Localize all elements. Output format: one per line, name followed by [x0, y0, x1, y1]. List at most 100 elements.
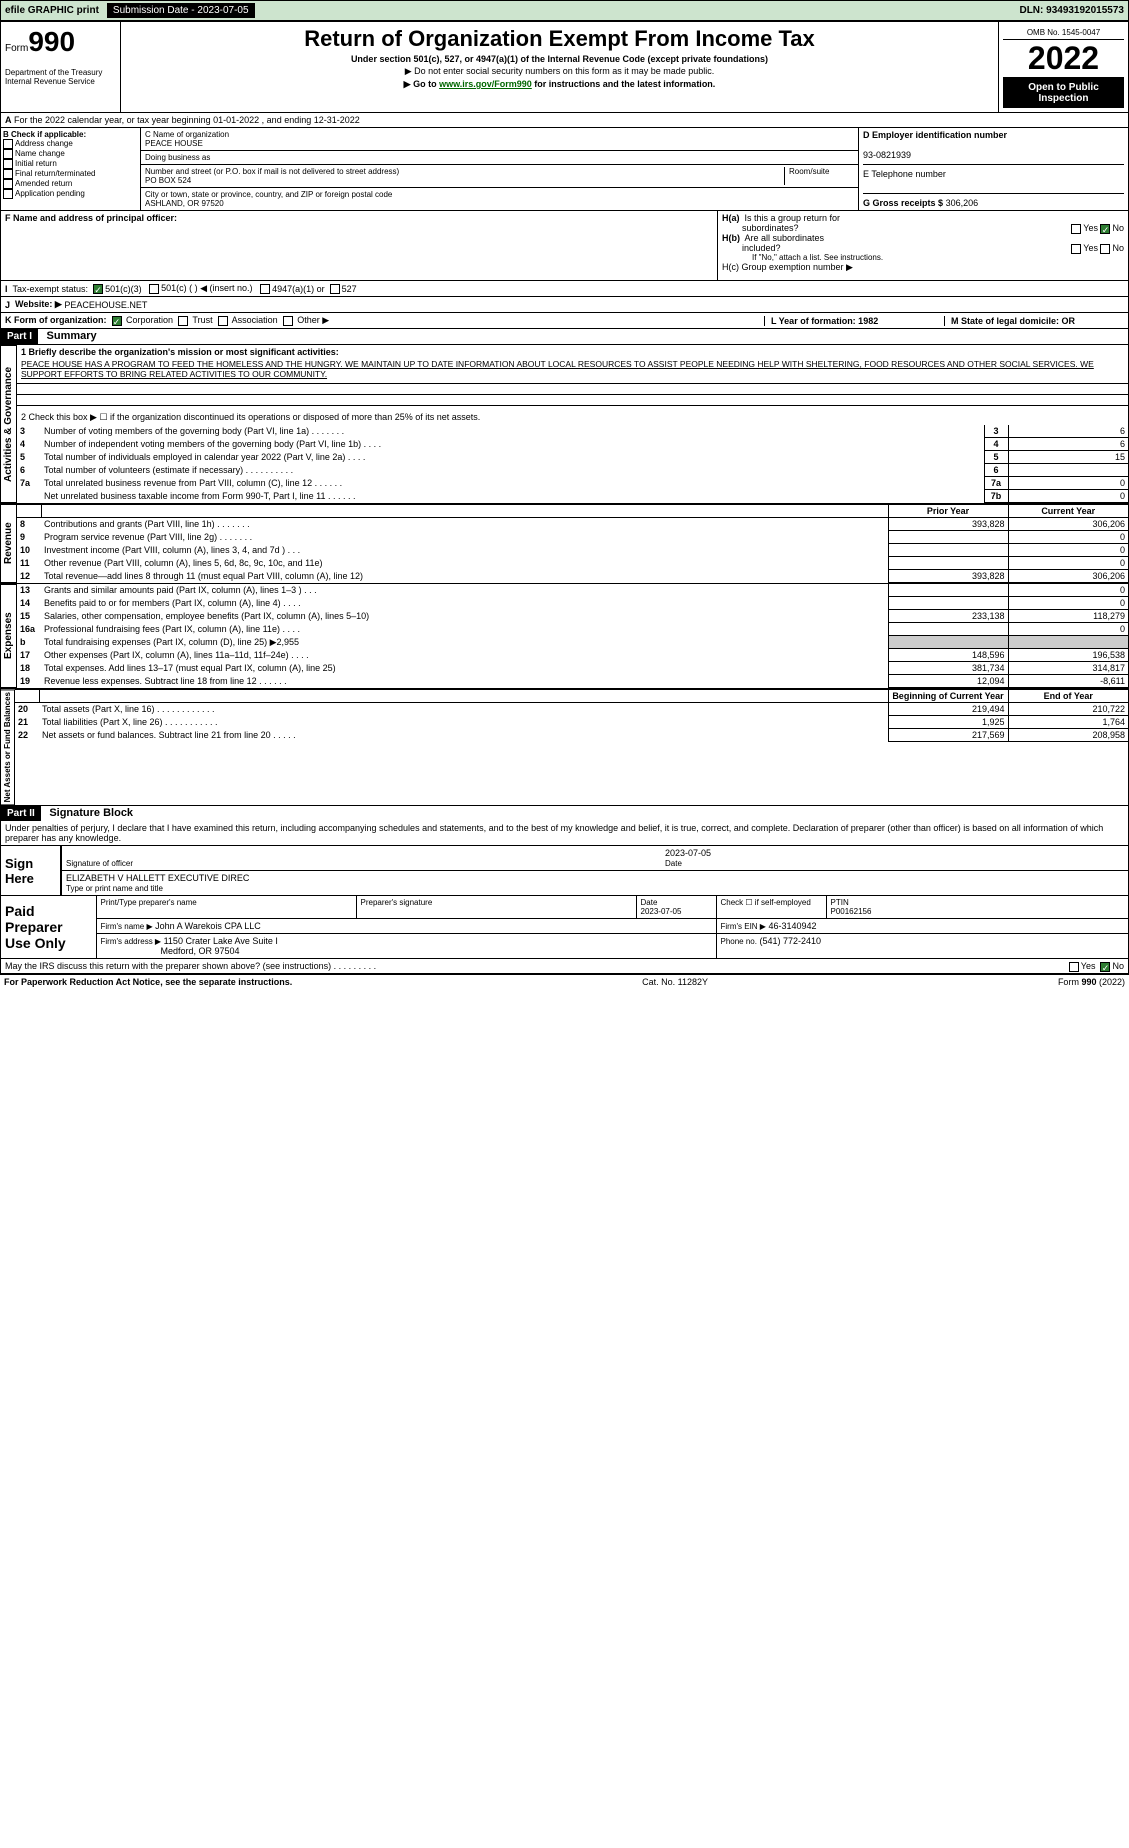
goto-link-line: ▶ Go to www.irs.gov/Form990 for instruct… — [125, 79, 994, 90]
block-b-header: B Check if applicable: — [3, 130, 86, 139]
room-label: Room/suite — [784, 167, 854, 185]
part-ii: Part II Signature Block Under penalties … — [0, 806, 1129, 846]
firm-ein-label: Firm's EIN ▶ — [721, 922, 766, 931]
k-corp: Corporation — [126, 315, 173, 325]
te-4947: 4947(a)(1) or — [272, 284, 325, 294]
hdr-beg: Beginning of Current Year — [888, 690, 1008, 703]
ptin-label: PTIN — [831, 898, 849, 907]
q1-label: 1 Briefly describe the organization's mi… — [21, 347, 339, 357]
officer-label: F Name and address of principal officer: — [5, 213, 177, 223]
calendar-year-line: A For the 2022 calendar year, or tax yea… — [0, 113, 1129, 128]
l-year: L Year of formation: 1982 — [771, 316, 878, 326]
te-501c: 501(c) ( ) ◀ (insert no.) — [161, 283, 252, 294]
firm-phone: (541) 772-2410 — [760, 936, 822, 946]
chk-name: Name change — [15, 149, 65, 158]
prep-name-label: Print/Type preparer's name — [96, 896, 356, 919]
k-label: K Form of organization: — [5, 315, 107, 325]
mission-text: PEACE HOUSE HAS A PROGRAM TO FEED THE HO… — [17, 359, 1128, 383]
signature-block: Sign Here Signature of officer 2023-07-0… — [0, 846, 1129, 974]
firm-ein: 46-3140942 — [768, 921, 816, 931]
website-value: PEACEHOUSE.NET — [64, 300, 147, 310]
side-governance: Activities & Governance — [1, 345, 17, 503]
hdr-curr: Current Year — [1008, 505, 1128, 518]
netassets-table: Beginning of Current YearEnd of Year 20T… — [15, 689, 1128, 742]
klm-row: K Form of organization: ✓ Corporation Tr… — [0, 313, 1129, 329]
hdr-prior: Prior Year — [888, 505, 1008, 518]
te-527: 527 — [342, 284, 357, 294]
form-subtitle: Under section 501(c), 527, or 4947(a)(1)… — [125, 54, 994, 64]
block-h: H(a) Is this a group return for subordin… — [718, 211, 1128, 280]
block-c: C Name of organizationPEACE HOUSE Doing … — [141, 128, 858, 210]
dln-label: DLN: 93493192015573 — [1019, 5, 1124, 16]
declaration-text: Under penalties of perjury, I declare th… — [1, 821, 1128, 845]
form-number: 990 — [28, 26, 75, 57]
firm-name: John A Warekois CPA LLC — [155, 921, 261, 931]
te-501c3: 501(c)(3) — [105, 284, 142, 294]
link-pre: ▶ Go to — [404, 79, 439, 89]
irs-link[interactable]: www.irs.gov/Form990 — [439, 79, 532, 89]
paperwork-notice: For Paperwork Reduction Act Notice, see … — [4, 977, 292, 987]
phone-label: E Telephone number — [863, 169, 946, 179]
revenue-table: Prior YearCurrent Year 8Contributions an… — [17, 504, 1128, 583]
part-i-title: Summary — [41, 330, 97, 342]
firm-city: Medford, OR 97504 — [161, 946, 240, 956]
gross-value: 306,206 — [946, 198, 979, 208]
block-deg: D Employer identification number93-08219… — [858, 128, 1128, 210]
ein-label: D Employer identification number — [863, 130, 1007, 140]
website-label: Website: ▶ — [15, 299, 62, 310]
department-label: Department of the Treasury Internal Reve… — [5, 68, 116, 86]
discuss-text: May the IRS discuss this return with the… — [5, 961, 376, 971]
ptin-value: P00162156 — [831, 907, 872, 916]
block-b: B Check if applicable: Address change Na… — [1, 128, 141, 210]
form-prefix: Form — [5, 43, 28, 54]
form-title: Return of Organization Exempt From Incom… — [125, 26, 994, 52]
tax-year: 2022 — [1003, 40, 1124, 78]
chk-pending: Application pending — [15, 189, 85, 198]
k-trust: Trust — [192, 315, 212, 325]
efile-label: efile GRAPHIC print — [5, 5, 99, 16]
block-fh: F Name and address of principal officer:… — [0, 211, 1129, 281]
k-other: Other ▶ — [297, 315, 329, 325]
gross-label: G Gross receipts $ — [863, 198, 943, 208]
part-ii-title: Signature Block — [43, 807, 133, 819]
addr-label: Number and street (or P.O. box if mail i… — [145, 167, 399, 176]
chk-final: Final return/terminated — [15, 169, 95, 178]
org-name-label: C Name of organization — [145, 130, 229, 139]
open-to-public: Open to Public Inspection — [1003, 78, 1124, 108]
hdr-end: End of Year — [1008, 690, 1128, 703]
expenses-table: 13Grants and similar amounts paid (Part … — [17, 584, 1128, 688]
submission-date-button[interactable]: Submission Date - 2023-07-05 — [107, 3, 255, 18]
self-emp-check: Check ☐ if self-employed — [716, 896, 826, 919]
form-header: Form990 Department of the Treasury Inter… — [0, 21, 1129, 113]
block-f: F Name and address of principal officer: — [1, 211, 718, 280]
k-assoc: Association — [232, 315, 278, 325]
form-footer-label: Form 990 (2022) — [1058, 977, 1125, 987]
firm-addr-label: Firm's address ▶ — [101, 937, 162, 946]
org-city: ASHLAND, OR 97520 — [145, 199, 224, 208]
cat-no: Cat. No. 11282Y — [642, 977, 708, 987]
part-i: Part I Summary Activities & Governance 1… — [0, 329, 1129, 806]
firm-addr: 1150 Crater Lake Ave Suite I — [164, 936, 278, 946]
chk-address: Address change — [15, 139, 73, 148]
prep-sig-label: Preparer's signature — [356, 896, 636, 919]
m-state: M State of legal domicile: OR — [951, 316, 1075, 326]
ssn-note: ▶ Do not enter social security numbers o… — [125, 66, 994, 77]
firm-name-label: Firm's name ▶ — [101, 922, 153, 931]
prep-date: 2023-07-05 — [641, 907, 682, 916]
link-post: for instructions and the latest informat… — [532, 79, 716, 89]
city-label: City or town, state or province, country… — [145, 190, 392, 199]
sign-here-label: Sign Here — [1, 846, 61, 895]
chk-initial: Initial return — [15, 159, 57, 168]
calyear-text: For the 2022 calendar year, or tax year … — [14, 115, 360, 125]
q2-text: 2 Check this box ▶ ☐ if the organization… — [17, 406, 1128, 425]
hb-note: If "No," attach a list. See instructions… — [722, 253, 1124, 262]
sig-date: 2023-07-05 — [665, 848, 711, 858]
side-expenses: Expenses — [1, 584, 17, 688]
header-block-bcdeg: B Check if applicable: Address change Na… — [0, 128, 1129, 211]
paid-preparer-label: Paid Preparer Use Only — [1, 896, 96, 959]
governance-table: 3Number of voting members of the governi… — [17, 425, 1128, 503]
sig-officer-label: Signature of officer — [66, 859, 133, 868]
part-i-bar: Part I — [1, 329, 38, 344]
dba-label: Doing business as — [145, 153, 210, 162]
side-revenue: Revenue — [1, 504, 17, 583]
